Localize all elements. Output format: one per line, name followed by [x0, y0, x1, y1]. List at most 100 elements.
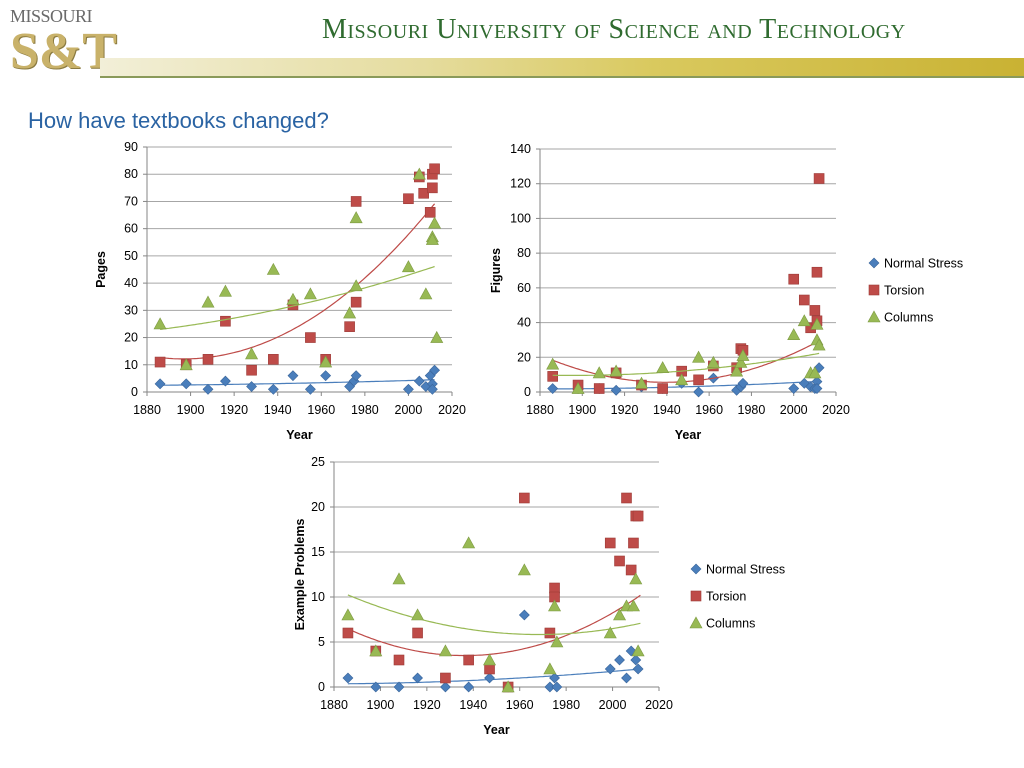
data-point [267, 383, 279, 395]
x-tick-label: 2000 [780, 403, 808, 417]
y-tick-label: 90 [124, 140, 138, 154]
y-tick-label: 25 [311, 455, 325, 469]
data-point [811, 383, 823, 394]
data-point [180, 378, 192, 390]
data-point [614, 654, 625, 666]
legend-label: Torsion [884, 284, 924, 298]
data-point [484, 663, 495, 675]
x-tick-label: 1920 [220, 403, 248, 417]
data-point [370, 681, 382, 693]
legend-marker [689, 616, 703, 629]
data-point [628, 537, 639, 549]
data-point [343, 306, 357, 319]
data-point [549, 672, 560, 684]
x-tick-label: 1940 [264, 403, 292, 417]
data-point [392, 572, 406, 585]
data-point [787, 328, 801, 341]
data-point [463, 654, 474, 666]
data-point [550, 635, 564, 648]
series-normal-stress [342, 609, 644, 693]
data-point [344, 321, 355, 332]
data-point [424, 207, 436, 218]
y-tick-label: 20 [311, 500, 325, 514]
data-point [418, 187, 429, 199]
series-columns [341, 536, 645, 693]
y-tick-label: 0 [131, 385, 138, 399]
data-point [320, 370, 332, 382]
data-point [706, 355, 720, 368]
data-point [734, 355, 748, 368]
data-point [812, 338, 826, 351]
data-point [427, 182, 438, 194]
series-normal-stress [154, 364, 440, 395]
x-tick-label: 1960 [307, 403, 335, 417]
trendline [160, 265, 435, 330]
x-tick-label: 1900 [177, 403, 205, 417]
data-point [462, 536, 476, 549]
series-columns [153, 167, 444, 371]
y-tick-label: 80 [124, 167, 138, 181]
data-point [319, 355, 333, 368]
trendline [347, 668, 641, 685]
data-point [693, 374, 704, 386]
data-point [179, 358, 193, 371]
data-point [614, 555, 625, 567]
gridlines [540, 148, 836, 393]
legend-marker [867, 310, 881, 323]
data-point [440, 672, 451, 684]
data-point [245, 347, 259, 360]
data-point [549, 582, 560, 594]
x-tick-label: 1920 [413, 698, 441, 712]
data-point [304, 383, 316, 395]
data-point [604, 537, 616, 549]
legend-label: Torsion [706, 590, 746, 604]
legend-marker [868, 257, 880, 269]
y-tick-label: 100 [510, 211, 531, 225]
data-point [425, 232, 439, 245]
x-tick-label: 2020 [822, 403, 850, 417]
trendline [160, 379, 435, 386]
chart-legend: Normal Stress Torsion Columns [689, 563, 785, 631]
data-point [153, 317, 167, 330]
data-point [246, 381, 257, 392]
data-point [544, 627, 556, 639]
y-tick-label: 20 [517, 350, 531, 364]
data-point [788, 273, 800, 285]
data-point [808, 366, 822, 379]
chart-legend: Normal Stress Torsion Columns [867, 257, 963, 325]
y-tick-label: 120 [510, 177, 531, 191]
figures-chart: 0 20 40 60 80 100 120 140 1880 1900 1920 1940 1960 19… [489, 142, 963, 442]
data-point [419, 287, 433, 300]
header-gradient-bar [100, 58, 1024, 76]
y-axis-label: Figures [489, 248, 503, 293]
data-point [547, 371, 558, 382]
data-point [438, 644, 452, 657]
logo-line1: MISSOURI [10, 6, 93, 26]
x-tick-label: 1900 [568, 403, 596, 417]
y-tick-label: 40 [517, 316, 531, 330]
data-point [613, 608, 627, 621]
data-point [426, 383, 438, 395]
data-point [626, 599, 640, 612]
x-tick-label: 1920 [611, 403, 639, 417]
data-point [571, 381, 585, 394]
pages-chart: 0 10 20 30 40 50 60 70 80 90 1880 1900 1920 1940 1960 1… [95, 140, 466, 442]
slide-header: MISSOURI S&T Missouri University of Scie… [0, 0, 1024, 92]
data-point [349, 211, 363, 224]
data-point [656, 361, 670, 373]
data-point [429, 364, 440, 376]
y-tick-label: 0 [318, 680, 325, 694]
data-point [403, 193, 414, 205]
y-tick-label: 5 [318, 635, 325, 649]
data-point [412, 627, 423, 639]
data-point [501, 680, 515, 693]
data-point [593, 383, 605, 394]
y-tick-label: 10 [311, 590, 325, 604]
data-point [631, 644, 645, 657]
data-point [547, 383, 559, 394]
y-tick-label: 80 [517, 246, 531, 260]
data-point [592, 366, 606, 379]
y-tick-label: 30 [124, 303, 138, 317]
data-point [393, 654, 405, 666]
data-point [401, 260, 415, 273]
